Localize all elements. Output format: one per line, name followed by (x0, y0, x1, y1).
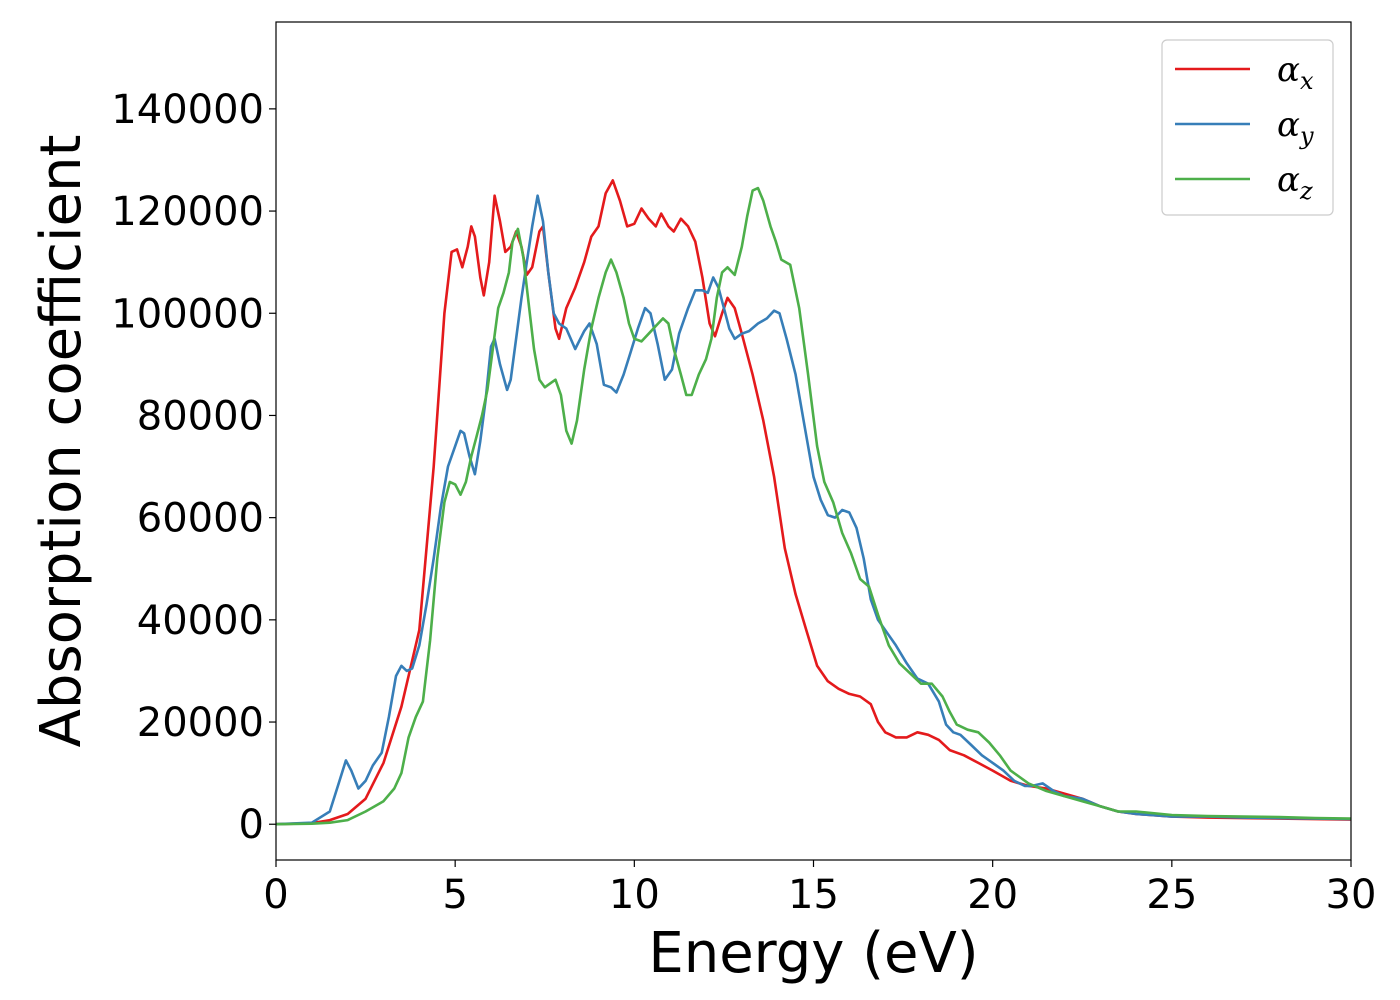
series-line-z (276, 186, 1351, 826)
x-tick-label: 0 (263, 872, 288, 918)
x-tick-label: 30 (1326, 872, 1377, 918)
x-tick-label: 20 (967, 872, 1018, 918)
x-axis: 0 5 10 15 20 25 30 (263, 860, 1376, 918)
legend-box (1161, 39, 1334, 216)
y-tick-label: 20000 (137, 700, 264, 746)
x-tick-label: 5 (442, 872, 467, 918)
series-line-x (276, 179, 1351, 826)
x-tick-label: 25 (1146, 872, 1197, 918)
y-tick-label: 100000 (111, 291, 264, 337)
y-tick-label: 60000 (137, 496, 264, 542)
legend-label-z: αz (1277, 160, 1313, 205)
y-tick-label: 120000 (111, 189, 264, 235)
y-tick-label: 140000 (111, 87, 264, 133)
y-tick-label: 40000 (137, 598, 264, 644)
x-axis-title: Energy (eV) (648, 921, 978, 986)
x-tick-label: 15 (788, 872, 839, 918)
series-line-y (276, 194, 1351, 826)
y-axis-title: Absorption coefficient (29, 135, 94, 748)
y-tick-label: 80000 (137, 393, 264, 439)
y-axis: 0 20000 40000 60000 80000 100000 120000 140000 (111, 87, 276, 848)
legend-label-x: αx (1277, 50, 1314, 95)
y-tick-label: 0 (239, 802, 264, 848)
x-tick-label: 10 (609, 872, 660, 918)
legend-label-y: αy (1277, 105, 1314, 150)
legend: αx αy αz (1161, 39, 1334, 216)
series-layer (276, 179, 1351, 826)
